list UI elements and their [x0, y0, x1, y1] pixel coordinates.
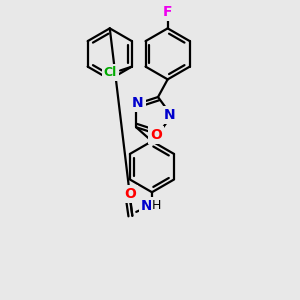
Text: Cl: Cl — [104, 66, 117, 79]
Text: H: H — [152, 200, 162, 212]
Text: O: O — [124, 187, 136, 201]
Text: N: N — [164, 108, 176, 122]
Text: N: N — [132, 96, 144, 110]
Text: O: O — [150, 128, 162, 142]
Text: N: N — [141, 199, 153, 213]
Text: F: F — [163, 5, 172, 19]
